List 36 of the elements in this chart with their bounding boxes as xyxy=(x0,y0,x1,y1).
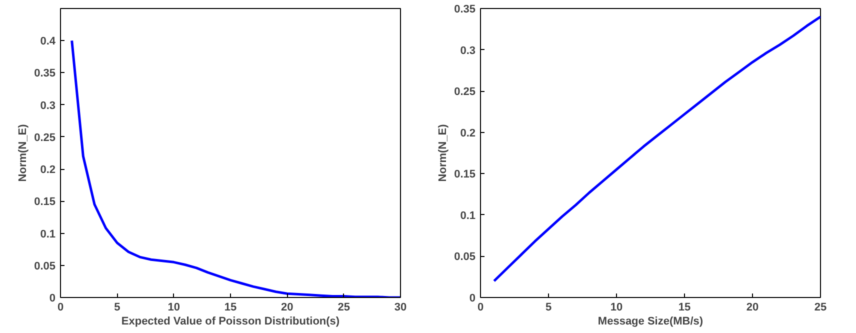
y-tick-label: 0.1 xyxy=(460,210,476,222)
y-tick-label: 0.3 xyxy=(40,100,56,112)
x-tick-label: 30 xyxy=(394,302,407,314)
y-tick-label: 0.4 xyxy=(40,36,56,48)
x-tick-label: 10 xyxy=(168,302,180,314)
x-tick-label: 5 xyxy=(114,302,120,314)
line-series xyxy=(492,16,820,282)
x-axis-title: Message Size(MB/s) xyxy=(598,316,704,328)
x-tick-label: 15 xyxy=(678,302,691,314)
y-tick-label: 0.25 xyxy=(454,86,476,98)
y-tick-label: 0.35 xyxy=(454,4,476,16)
y-tick-label: 0.25 xyxy=(34,132,56,144)
y-axis-title: Norm(N_E) xyxy=(437,124,450,182)
y-tick-label: 0.15 xyxy=(34,196,56,208)
line-series xyxy=(70,39,400,298)
y-tick-label: 0 xyxy=(49,292,56,304)
x-tick-label: 20 xyxy=(281,302,294,314)
y-tick-label: 0 xyxy=(469,292,476,304)
x-tick-label: 15 xyxy=(224,302,237,314)
x-tick-label: 0 xyxy=(477,302,484,314)
y-tick-label: 0.05 xyxy=(34,260,56,272)
y-tick-label: 0.1 xyxy=(40,228,56,240)
y-tick-label: 0.35 xyxy=(34,68,56,80)
x-tick-label: 25 xyxy=(338,302,350,314)
y-tick-label: 0.2 xyxy=(460,127,476,140)
x-tick-label: 10 xyxy=(610,302,623,314)
x-axis-title: Expected Value of Poisson Distribution(s) xyxy=(121,316,340,328)
y-tick-label: 0.15 xyxy=(454,168,476,181)
y-tick-label: 0.2 xyxy=(40,164,56,176)
x-tick-label: 20 xyxy=(746,302,759,314)
y-tick-label: 0.05 xyxy=(454,251,476,264)
x-tick-label: 5 xyxy=(545,302,552,314)
x-tick-label: 25 xyxy=(814,302,827,314)
x-tick-label: 0 xyxy=(57,302,64,314)
y-axis-title: Norm(N_E) xyxy=(17,124,30,182)
y-tick-label: 0.3 xyxy=(460,44,476,57)
